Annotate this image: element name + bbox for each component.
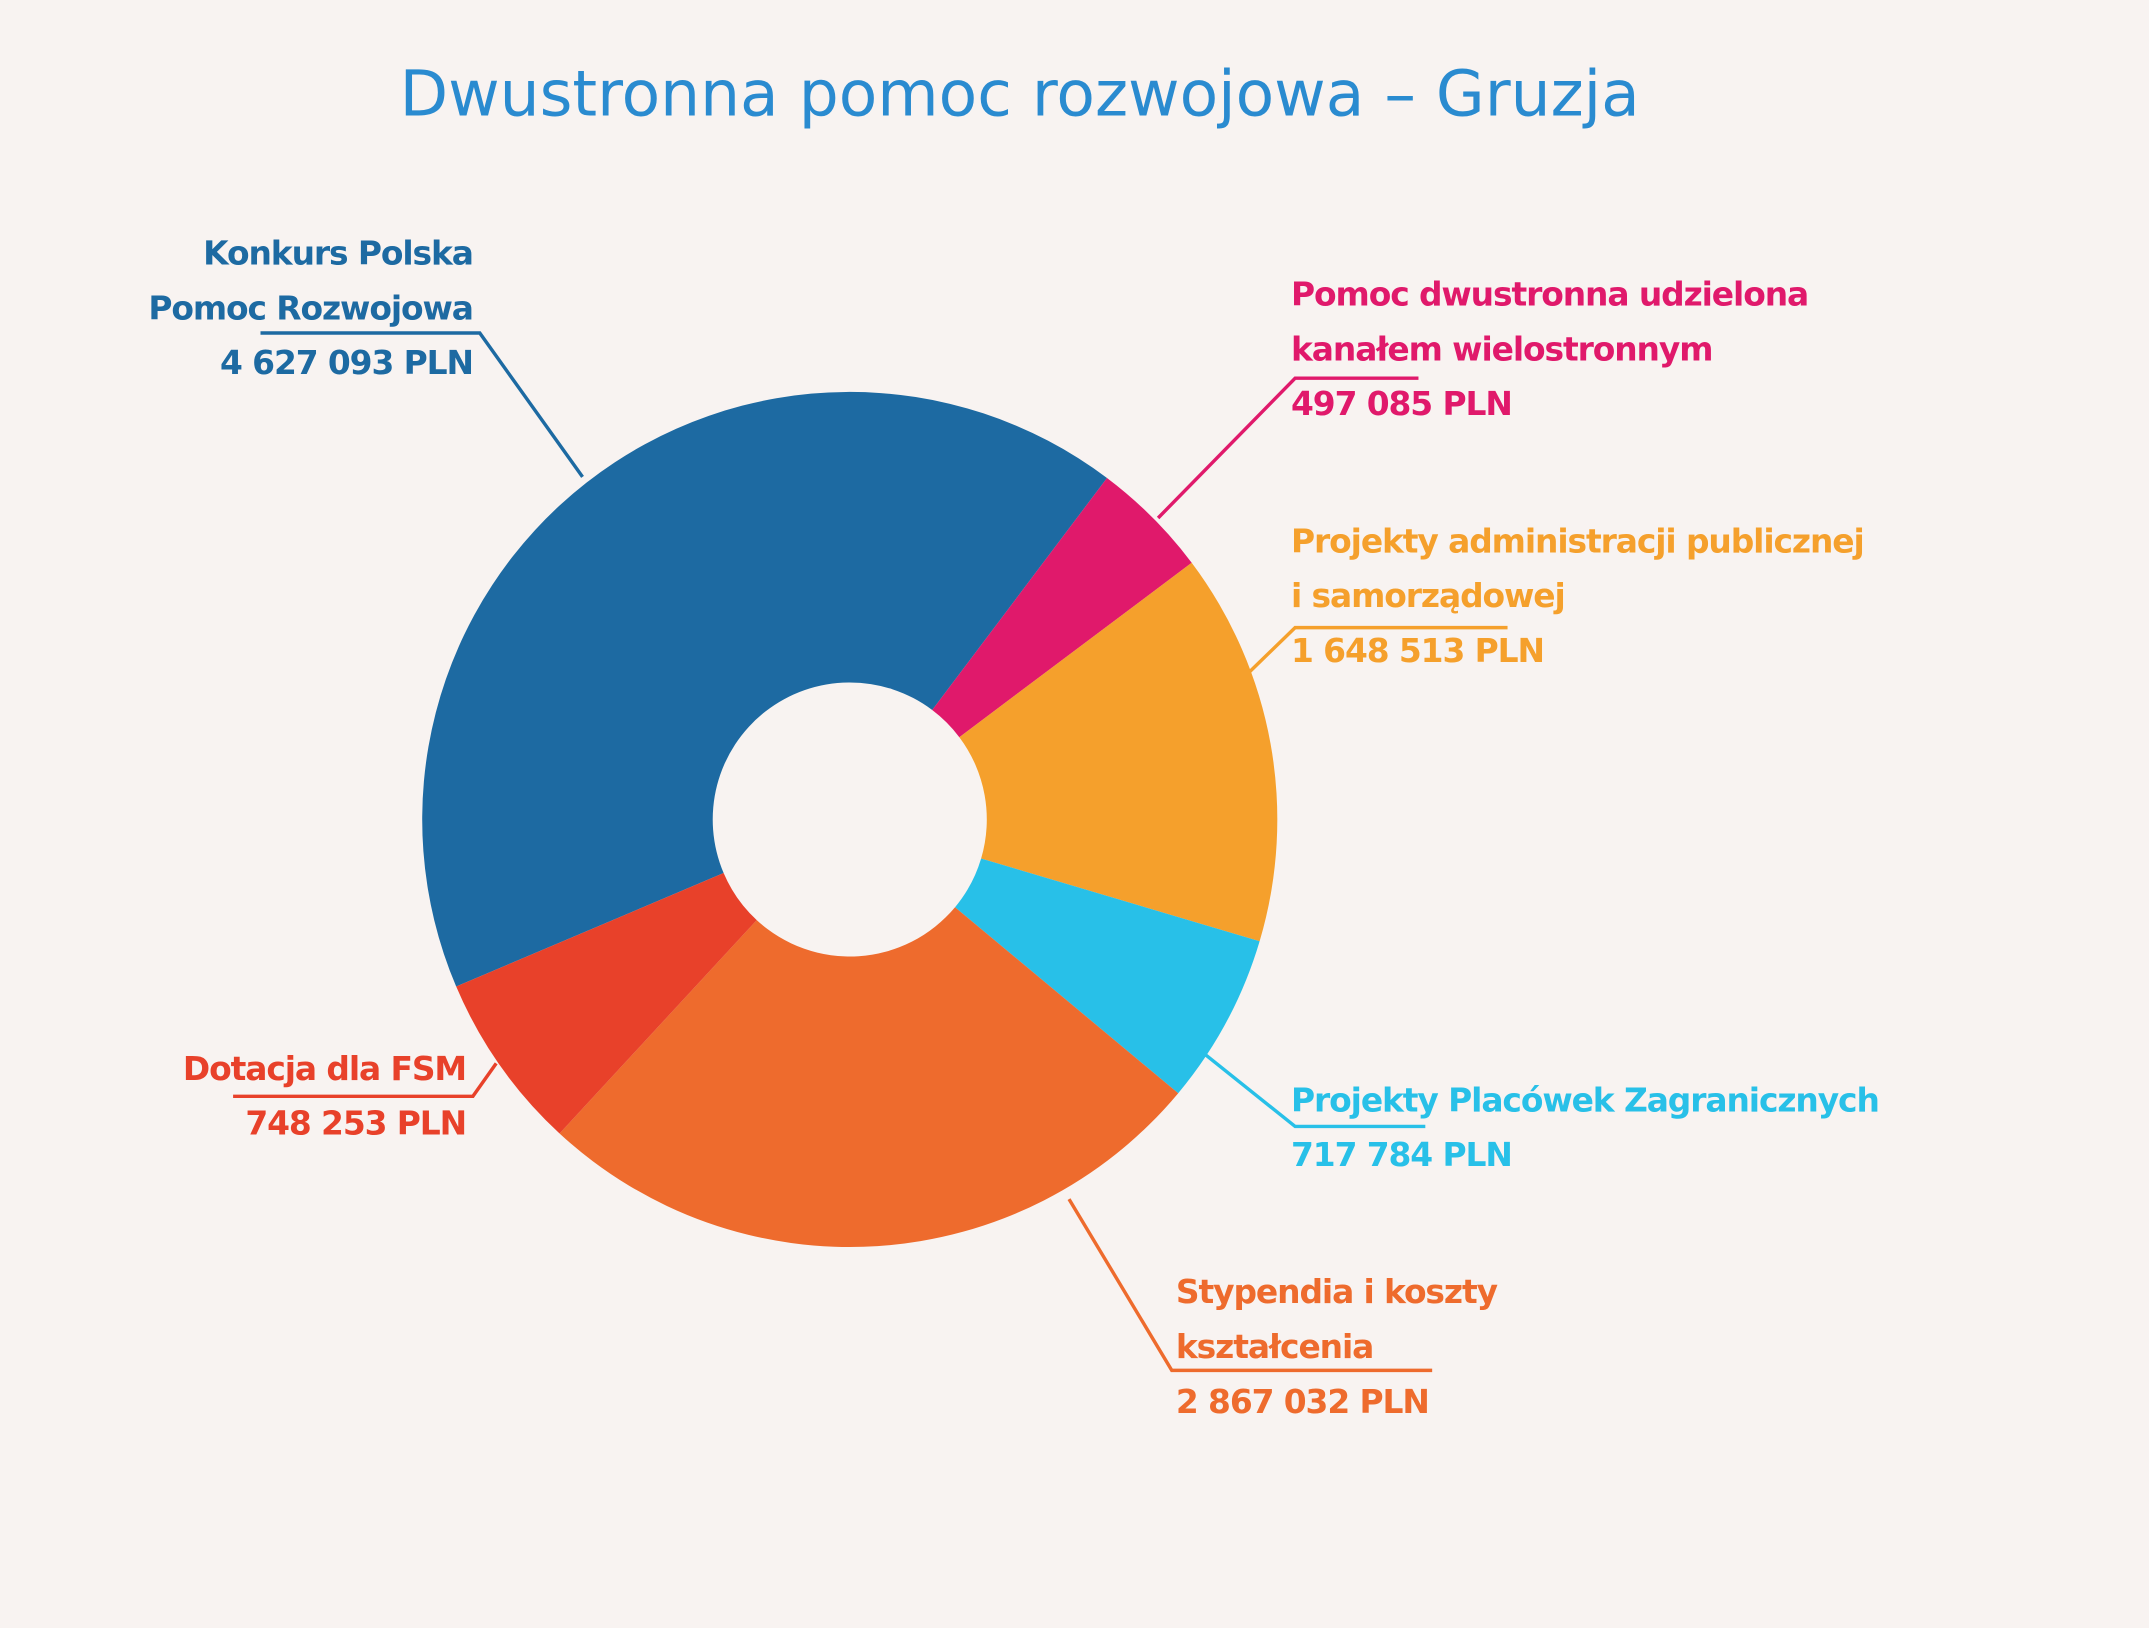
leader-line (233, 1062, 498, 1099)
chart-title: Dwustronna pomoc rozwojowa – Gruzja (400, 57, 1640, 131)
category-label: Dotacja dla FSM (182, 1049, 467, 1089)
donut-segment (559, 907, 1179, 1248)
donut-segment (955, 858, 1260, 1094)
label: Pomoc dwustronna udzielona kanałem wielo… (1291, 267, 1867, 431)
donut-segment (422, 391, 1108, 987)
value-label: 4 627 093 PLN (220, 343, 473, 383)
label-box: Dotacja dla FSM 748 253 PLN (110, 1041, 466, 1151)
label: Projekty administracji publicznej i samo… (1291, 514, 1867, 678)
leader-line (260, 331, 584, 478)
category-label: Pomoc dwustronna udzielona kanałem wielo… (1291, 275, 1809, 369)
label: Projekty Placówek Zagranicznych 717 784 P… (1291, 1073, 2004, 1183)
value-label: 717 784 PLN (1291, 1136, 1513, 1175)
donut-segment (959, 562, 1278, 942)
label-box: Projekty Placówek Zagranicznych 717 784 P… (1291, 1073, 2004, 1183)
donut-segment (456, 873, 757, 1134)
label-box: Stypendia i koszty kształcenia 2 867 032 … (1176, 1265, 1587, 1429)
donut-segment (932, 477, 1192, 738)
label-box: Konkurs Polska Pomoc Rozwojowa 4 627 093 … (117, 226, 473, 390)
value-label: 497 085 PLN (1291, 385, 1513, 424)
category-label: Projekty Placówek Zagranicznych (1291, 1081, 1880, 1120)
category-label: Stypendia i koszty kształcenia (1175, 1273, 1498, 1367)
label: Dotacja dla FSM 748 253 PLN (110, 1041, 466, 1151)
label: Stypendia i koszty kształcenia 2 867 032 … (1176, 1265, 1587, 1429)
value-label: 748 253 PLN (245, 1104, 467, 1143)
leader-line (1248, 625, 1508, 673)
leader-line (1204, 1053, 1426, 1129)
label-box: Pomoc dwustronna udzielona kanałem wielo… (1291, 267, 1867, 431)
leader-line (1067, 1198, 1433, 1373)
category-label: Konkurs Polska Pomoc Rozwojowa (148, 234, 473, 328)
value-label: 1 648 513 PLN (1291, 631, 1545, 671)
category-label: Projekty administracji publicznej i samo… (1291, 522, 1865, 616)
label-box: Projekty administracji publicznej i samo… (1291, 514, 1867, 678)
label: Konkurs Polska Pomoc Rozwojowa 4 627 093 … (117, 226, 473, 390)
value-label: 2 867 032 PLN (1175, 1382, 1430, 1422)
leader-line (1156, 376, 1419, 520)
